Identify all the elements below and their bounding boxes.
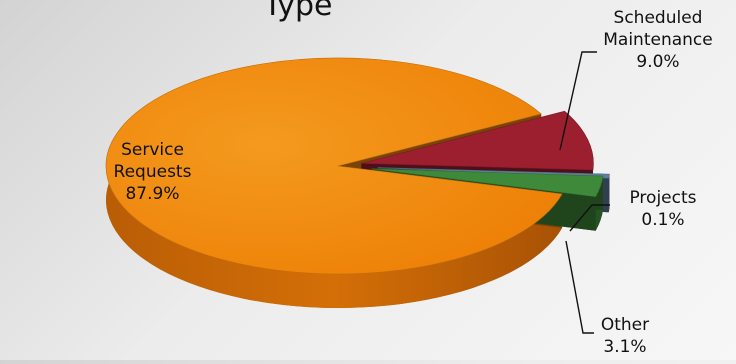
slice-label-service-requests: Service Requests 87.9% [75,139,230,205]
slice-label-other: Other 3.1% [575,314,675,358]
slice-label-name: Projects [629,188,697,208]
leader-line-other [565,240,594,334]
slice-label-name-line2: Requests [113,162,192,182]
slice-other [371,168,604,198]
slice-label-value: 0.1% [641,210,685,230]
chart-title: Type [263,0,333,23]
slice-label-name-line2: Maintenance [603,30,713,50]
slice-label-projects: Projects 0.1% [610,187,716,231]
slice-label-value: 87.9% [125,184,180,204]
slice-top-layer [105,57,610,275]
leader-lines [559,51,610,334]
slice-label-name-line1: Scheduled [613,8,703,28]
leader-line-projects [569,204,610,232]
slice-label-name: Other [600,315,650,335]
leader-line-scheduled-maintenance [559,51,597,151]
slice-service-requests [105,57,563,275]
slice-label-value: 3.1% [603,337,647,357]
slice-label-name-line1: Service [121,140,184,160]
slice-label-value: 9.0% [636,52,680,72]
slice-scheduled-maintenance [361,110,594,171]
slice-label-scheduled-maintenance: Scheduled Maintenance 9.0% [582,7,734,73]
